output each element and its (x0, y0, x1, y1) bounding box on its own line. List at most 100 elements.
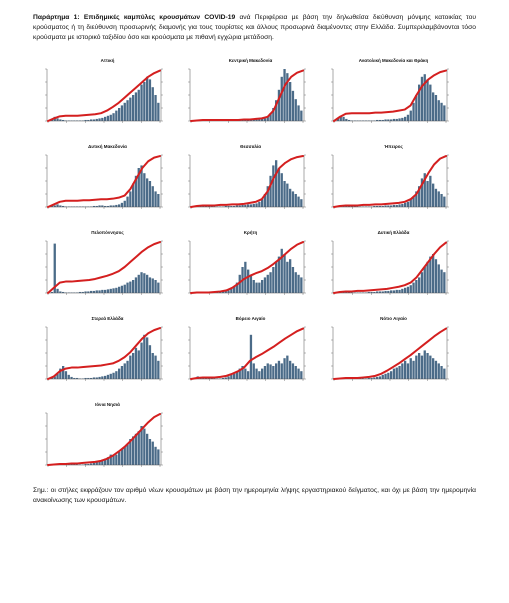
bar (258, 119, 261, 121)
bar (216, 378, 219, 379)
bar (401, 117, 404, 121)
cumulative-line (47, 327, 161, 380)
bar (258, 282, 261, 293)
bar (384, 205, 387, 207)
cumulative-line (333, 327, 447, 380)
bar (342, 292, 345, 293)
bar (392, 204, 396, 207)
chart-plot (331, 326, 449, 381)
bar (381, 291, 384, 293)
bar (412, 360, 415, 379)
bar (115, 110, 118, 121)
bar (109, 205, 112, 207)
bar (434, 360, 438, 379)
bar (275, 363, 278, 379)
bar (115, 371, 118, 379)
bar (81, 206, 84, 207)
bar (123, 200, 126, 207)
bar (126, 360, 129, 379)
bar (255, 282, 258, 293)
bar (143, 273, 146, 293)
cumulative-line (190, 155, 304, 208)
bar (426, 261, 429, 293)
chart-plot (188, 68, 306, 123)
bar (148, 439, 152, 465)
chart-title: Ανατολική Μακεδονία και Θράκη (358, 58, 429, 63)
bar (300, 371, 303, 379)
bar (56, 118, 59, 121)
cumulative-line (190, 327, 304, 380)
bar (87, 377, 90, 379)
bar (230, 288, 233, 293)
bar (277, 360, 281, 379)
bar (289, 82, 292, 121)
bar (398, 366, 401, 379)
bar (376, 119, 379, 121)
bar (64, 206, 68, 207)
bar (387, 119, 390, 121)
chart-title: Αττική (100, 58, 115, 63)
bar (140, 84, 143, 121)
bar (418, 353, 421, 379)
bar (84, 463, 87, 465)
bar (84, 206, 87, 207)
bar (258, 201, 261, 207)
bar (87, 291, 90, 293)
bar (409, 199, 412, 207)
chart-attiki: Αττική (33, 57, 176, 143)
bar (401, 203, 404, 207)
bar (297, 196, 300, 207)
bar (443, 368, 446, 379)
bar (261, 280, 264, 293)
bar (437, 264, 440, 293)
bar (249, 119, 253, 121)
bar (294, 99, 297, 121)
bar (221, 206, 225, 207)
bar (409, 110, 412, 121)
bar (443, 272, 446, 293)
bar (275, 100, 278, 121)
bar (429, 355, 432, 379)
bar (266, 274, 269, 293)
bar (348, 119, 351, 121)
bar (205, 378, 208, 379)
bar (129, 191, 132, 207)
bar (95, 461, 98, 465)
bar (429, 175, 432, 207)
bar (73, 292, 76, 293)
bar (373, 377, 376, 379)
bar (98, 376, 101, 379)
bar (300, 277, 303, 293)
chart-dytiki-makedonia: Δυτική Μακεδονία (33, 143, 176, 229)
bar (280, 173, 283, 207)
bar (426, 79, 429, 121)
bar (378, 205, 382, 207)
bar (244, 119, 247, 121)
chart-title: Δυτική Μακεδονία (88, 144, 127, 149)
chart-peloponnisos: Πελοπόννησος (33, 229, 176, 315)
bar (70, 206, 73, 207)
bar (280, 248, 283, 293)
bar (418, 277, 421, 293)
bar (120, 202, 124, 207)
bar (283, 69, 286, 121)
bar (84, 291, 87, 293)
bar (73, 464, 76, 465)
bar (120, 105, 124, 121)
bar (106, 457, 110, 465)
bar (289, 259, 292, 293)
annex-caption: Παράρτημα 1: Επιδημικές καμπύλες κρουσμά… (33, 13, 476, 43)
bar (62, 205, 65, 207)
bar (336, 117, 340, 121)
chart-title: Βόρειο Αιγαίο (235, 316, 266, 321)
bar (56, 288, 59, 293)
bar (263, 194, 267, 207)
chart-ipeiros: Ήπειρος (319, 143, 462, 229)
bar (390, 205, 393, 207)
bar (420, 355, 424, 379)
bar (64, 371, 68, 379)
bar (277, 168, 281, 207)
bar (112, 113, 115, 121)
bar (56, 204, 59, 207)
bar (78, 464, 82, 465)
